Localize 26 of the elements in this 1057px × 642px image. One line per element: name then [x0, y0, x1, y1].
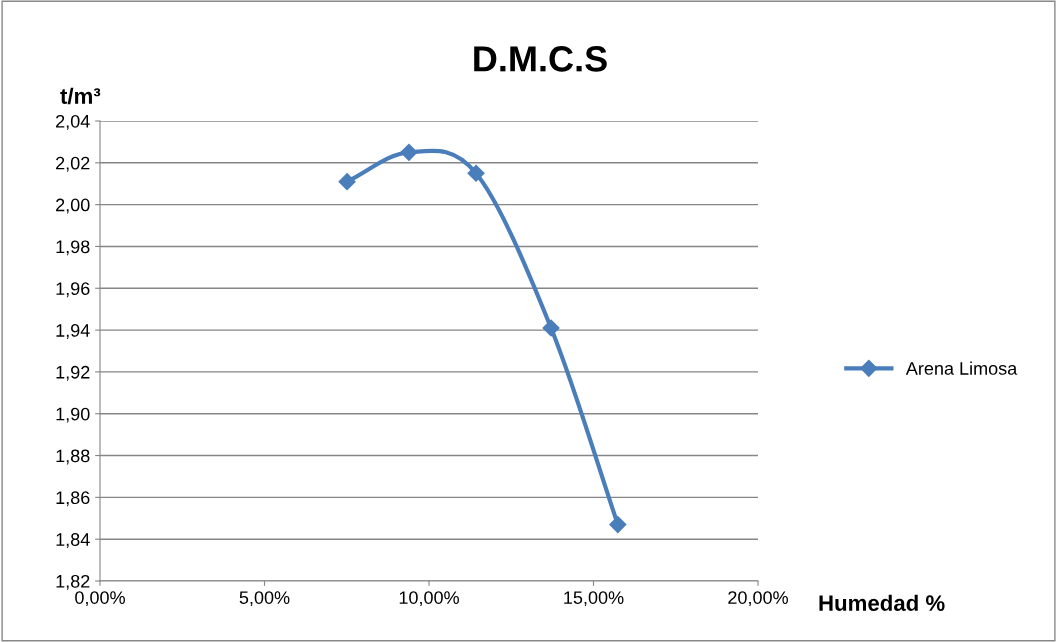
point — [338, 173, 356, 191]
x-tick-label: 0,00% — [75, 591, 125, 607]
y-tick-label: 1,92 — [56, 365, 90, 381]
x-axis-title: Humedad % — [819, 594, 945, 611]
y-tick-label: 2,04 — [56, 114, 90, 130]
y-tick-label: 1,88 — [56, 449, 90, 465]
legend-label: Arena Limosa — [905, 361, 1018, 375]
y-tick-label: 1,96 — [56, 282, 90, 298]
y-tick-label: 2,00 — [56, 198, 90, 214]
y-tick-label: 1,98 — [56, 240, 90, 256]
y-axis-title: t/m³ — [60, 87, 101, 105]
point — [542, 319, 560, 337]
point — [609, 515, 627, 534]
y-tick-label: 1,86 — [56, 491, 90, 507]
y-tick-label: 1,90 — [56, 407, 90, 423]
point — [400, 143, 418, 161]
y-tick-label: 1,84 — [56, 533, 90, 549]
y-tick-label: 1,94 — [56, 324, 90, 339]
chart-title: D.M.C.S — [474, 46, 607, 72]
x-tick-label: 10,00% — [399, 591, 459, 607]
x-tick-label: 15,00% — [564, 591, 624, 607]
y-tick-label: 2,02 — [56, 156, 90, 172]
point — [467, 164, 485, 182]
x-tick-label: 20,00% — [728, 591, 788, 607]
y-tick-label: 1,82 — [56, 574, 90, 590]
x-tick-label: 5,00% — [239, 591, 290, 607]
